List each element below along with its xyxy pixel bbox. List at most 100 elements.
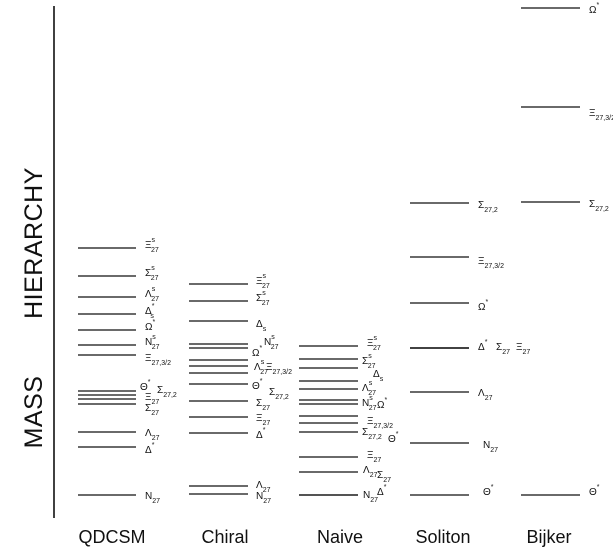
level-subscript: 27 <box>260 369 268 376</box>
level-label: Ξ27 <box>145 392 159 406</box>
level-symbol: Ξ <box>367 416 374 427</box>
axis-label-hierarchy: HIERARCHY <box>20 167 48 319</box>
level-subscript: 27,3/2 <box>596 115 613 122</box>
level-label: N27 <box>363 490 378 504</box>
level-symbol: Σ <box>362 356 368 367</box>
level-label: Λs 27 <box>145 286 159 303</box>
level-superscript: s <box>271 334 275 341</box>
level-superscript: s <box>152 334 156 341</box>
level-symbol: Ξ <box>145 392 152 403</box>
level-symbol: N <box>256 491 263 502</box>
level-superscript: * <box>596 2 599 9</box>
level-symbol: Σ <box>269 387 275 398</box>
level-label: Λ27 <box>256 480 271 494</box>
level-superscript: * <box>152 319 155 326</box>
level-label: Σ27,2 <box>362 427 382 441</box>
level-label: Σ27 <box>377 470 391 484</box>
level-label: Θ* <box>483 484 494 498</box>
level-label: N27 <box>256 491 271 505</box>
level-symbol: N <box>145 491 152 502</box>
level-superscript: * <box>597 484 600 491</box>
column-name: Chiral <box>201 527 248 547</box>
level-label: Ξ27,3/2 <box>367 416 393 430</box>
level-label: Δs <box>256 319 267 333</box>
level-superscript: * <box>152 303 155 310</box>
level-symbol: Ξ <box>256 413 263 424</box>
level-label: Ω* <box>145 319 155 333</box>
level-subscript: 27 <box>151 247 159 254</box>
level-superscript: s <box>262 290 266 297</box>
level-label: Δs <box>373 369 384 383</box>
level-subscript: s <box>150 313 154 320</box>
level-symbol: Σ <box>145 403 151 414</box>
level-symbol: Δ <box>377 487 384 498</box>
level-label: Σs 27 <box>145 265 159 282</box>
level-superscript: s <box>261 359 265 366</box>
level-superscript: s <box>152 286 156 293</box>
level-label: Ξ27 <box>256 413 270 427</box>
level-label: Θ* <box>589 484 600 498</box>
level-label: Σ27 <box>496 342 510 356</box>
level-subscript: 27 <box>490 447 498 454</box>
level-label: N27 <box>145 491 160 505</box>
level-superscript: * <box>384 484 387 491</box>
level-label: Ξ27,3/2 <box>478 256 504 270</box>
level-subscript: 27 <box>151 296 159 303</box>
level-label: Ns 27 <box>264 334 279 351</box>
level-subscript: 27 <box>373 345 381 352</box>
level-label: Ω* <box>478 299 488 313</box>
level-label: Λs 27 <box>362 380 376 397</box>
level-superscript: s <box>368 353 372 360</box>
level-subscript: 27 <box>152 344 160 351</box>
level-subscript: 27,3/2 <box>152 360 172 367</box>
level-label: Σ27 <box>145 403 159 417</box>
level-label: Σs 27 <box>256 290 270 307</box>
level-symbol: Ω <box>478 302 486 313</box>
level-subscript: 27 <box>370 497 378 504</box>
level-subscript: 27,2 <box>595 206 609 213</box>
level-superscript: s <box>151 265 155 272</box>
level-label: Ω* <box>377 397 387 411</box>
level-superscript: s <box>263 273 267 280</box>
level-label: Σ27,2 <box>269 387 289 401</box>
level-label: N27 <box>483 440 498 454</box>
level-symbol: Σ <box>362 427 368 438</box>
level-symbol: Δ <box>478 342 485 353</box>
level-label: Σs 27 <box>362 353 376 370</box>
level-symbol: Σ <box>496 342 502 353</box>
level-subscript: 27 <box>152 435 160 442</box>
axis-label-mass: MASS <box>20 376 48 449</box>
level-label: Σ27 <box>256 398 270 412</box>
level-superscript: * <box>259 345 262 352</box>
level-subscript: 27,2 <box>368 434 382 441</box>
level-label: Θ* <box>140 379 151 393</box>
level-symbol: Σ <box>589 199 595 210</box>
level-subscript: 27 <box>152 399 160 406</box>
level-label: Ω* <box>252 345 262 359</box>
level-symbol: Λ <box>363 465 370 476</box>
level-label: Ω* <box>589 2 599 16</box>
level-label: Ξ27 <box>516 342 530 356</box>
level-subscript: 27 <box>502 349 510 356</box>
level-label: Λ27 <box>145 428 160 442</box>
level-superscript: s <box>369 380 373 387</box>
level-symbol: Ξ <box>145 240 152 251</box>
level-superscript: * <box>260 378 263 385</box>
level-symbol: Λ <box>478 388 485 399</box>
level-label: Λ27 <box>478 388 493 402</box>
level-symbol: Λ <box>145 289 152 300</box>
level-subscript: 27 <box>262 300 270 307</box>
level-label: Ξ27,3/2 <box>589 108 613 122</box>
level-subscript: 27 <box>369 405 377 412</box>
column-name: Naive <box>317 527 363 547</box>
level-symbol: Ξ <box>367 338 374 349</box>
level-subscript: 27 <box>263 487 271 494</box>
level-superscript: * <box>491 484 494 491</box>
level-subscript: 27 <box>383 477 391 484</box>
level-symbol: Σ <box>478 200 484 211</box>
level-label: Δ* <box>377 484 387 498</box>
